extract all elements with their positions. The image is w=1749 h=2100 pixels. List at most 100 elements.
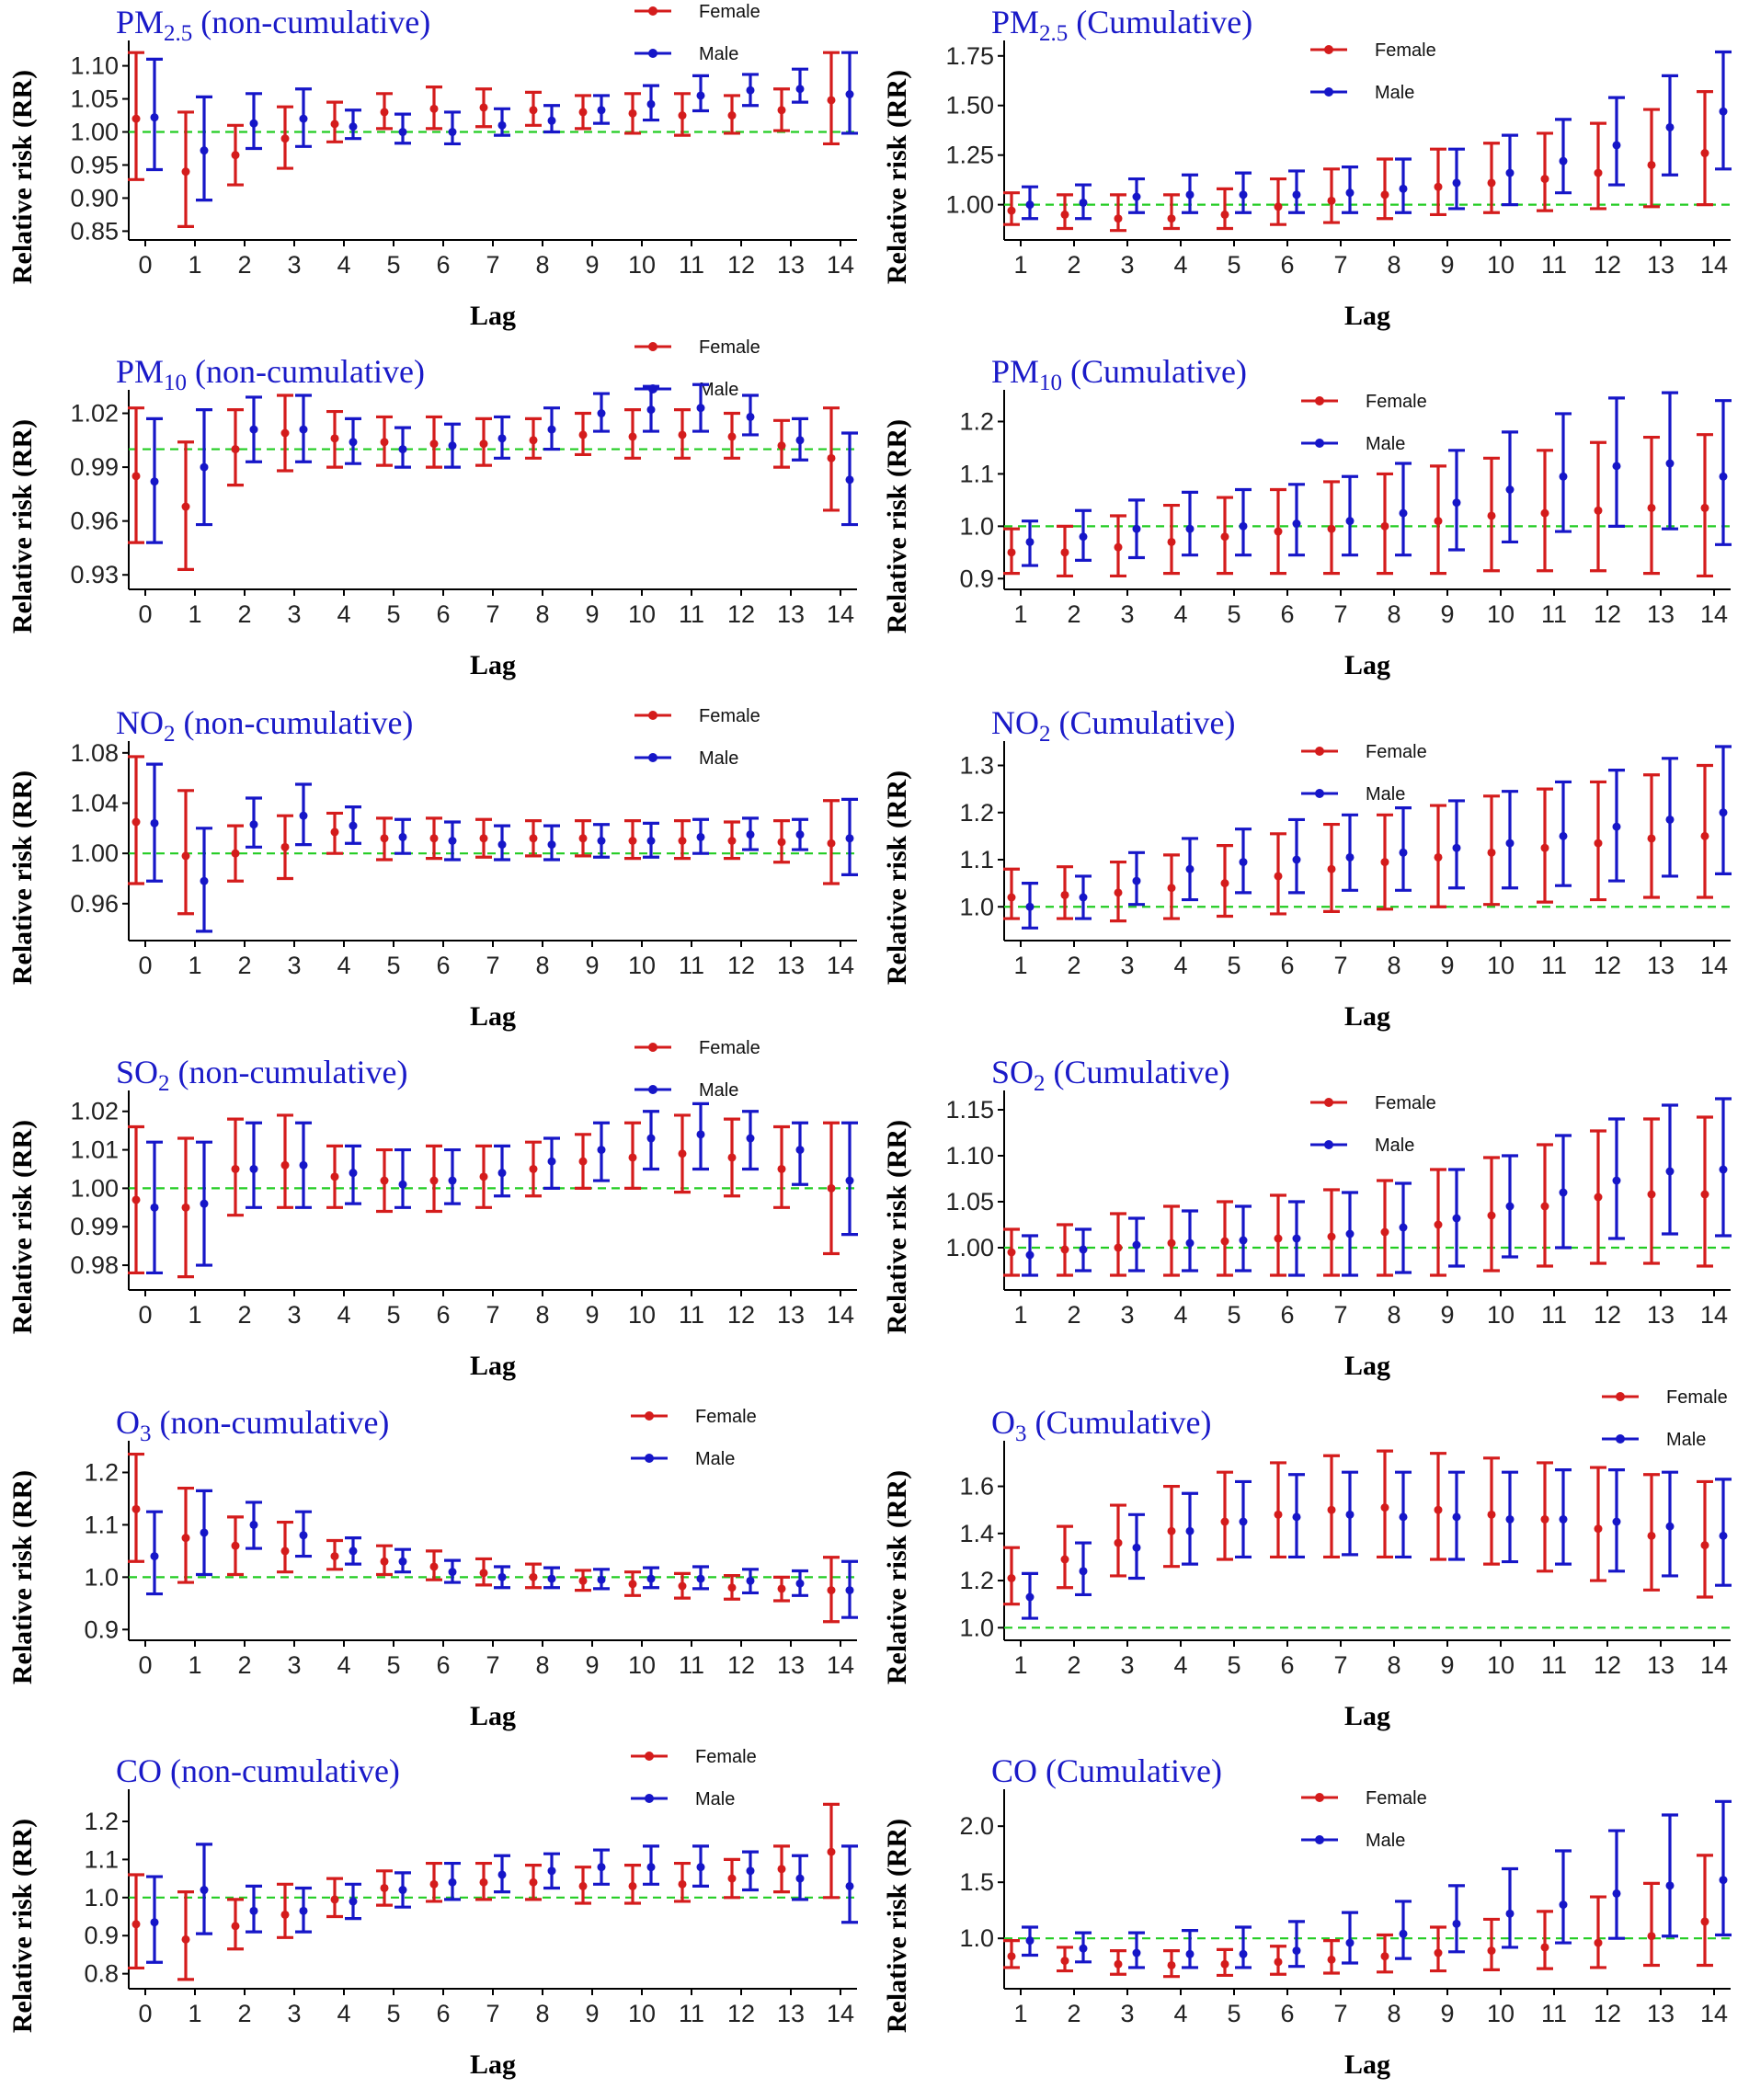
x-tick-label: 10: [628, 1301, 656, 1329]
female-estimate-point: [1114, 1959, 1123, 1969]
female-estimate-point: [1700, 503, 1709, 512]
male-estimate-point: [1559, 1514, 1568, 1524]
female-estimate-point: [1327, 1232, 1336, 1241]
female-estimate-point: [628, 1580, 637, 1589]
male-estimate-point: [696, 1130, 705, 1139]
male-estimate-point: [696, 1863, 705, 1872]
x-tick-label: 3: [1120, 1301, 1134, 1329]
y-tick-label: 1.2: [84, 1808, 119, 1835]
x-tick-label: 14: [1700, 952, 1728, 979]
male-estimate-point: [1345, 1510, 1355, 1519]
female-estimate-point: [628, 837, 637, 845]
female-estimate-point: [330, 827, 339, 837]
x-tick-label: 4: [337, 600, 350, 628]
x-tick-label: 5: [1227, 952, 1240, 979]
chart-panel-1: PM2.5 (non-cumulative) Female Male 0.85 0.90…: [7, 2, 858, 331]
male-estimate-point: [1452, 1512, 1461, 1522]
male-estimate-point: [249, 425, 258, 434]
male-estimate-point: [1399, 184, 1408, 193]
legend-female-marker: [1324, 1098, 1333, 1107]
x-tick-label: 2: [1067, 600, 1080, 628]
x-tick-label: 4: [1173, 2000, 1187, 2027]
y-tick-label: 1.10: [70, 52, 119, 80]
x-tick-label: 10: [1487, 2000, 1515, 2027]
female-estimate-point: [529, 436, 538, 445]
male-estimate-point: [1292, 519, 1301, 529]
x-tick-label: 5: [1227, 600, 1240, 628]
legend-female-label: Female: [699, 337, 760, 358]
legend-female-label: Female: [699, 706, 760, 726]
legend-female-label: Female: [695, 1407, 757, 1427]
x-tick-label: 6: [1280, 2000, 1294, 2027]
x-tick-label: 11: [679, 1651, 704, 1679]
x-tick-label: 13: [777, 2000, 805, 2027]
male-estimate-point: [1719, 472, 1728, 481]
male-estimate-point: [746, 1576, 755, 1585]
female-estimate-point: [727, 1874, 737, 1883]
male-estimate-point: [696, 404, 705, 413]
x-tick-label: 13: [777, 251, 805, 279]
male-estimate-point: [1399, 1512, 1408, 1522]
male-estimate-point: [448, 1568, 457, 1577]
x-tick-label: 8: [535, 251, 549, 279]
male-estimate-point: [349, 122, 358, 131]
female-estimate-point: [380, 438, 389, 447]
x-tick-label: 12: [727, 251, 755, 279]
female-estimate-point: [1540, 175, 1549, 184]
y-axis-label: Relative risk (RR): [7, 770, 38, 985]
male-estimate-point: [1559, 831, 1568, 840]
female-estimate-point: [479, 1569, 488, 1578]
y-tick-label: 1.50: [945, 92, 994, 120]
chart-title: O3 (Cumulative): [991, 1404, 1211, 1446]
x-tick-label: 14: [1700, 600, 1728, 628]
female-estimate-point: [1327, 196, 1336, 205]
male-estimate-point: [1665, 815, 1675, 824]
female-estimate-point: [429, 1562, 439, 1571]
male-estimate-point: [150, 1203, 159, 1212]
x-tick-label: 7: [1333, 1301, 1347, 1329]
female-estimate-point: [777, 838, 786, 847]
male-estimate-point: [746, 1134, 755, 1143]
x-tick-label: 5: [1227, 251, 1240, 279]
female-estimate-point: [1380, 1503, 1389, 1512]
x-tick-label: 14: [1700, 251, 1728, 279]
x-tick-label: 14: [827, 952, 854, 979]
y-tick-label: 0.9: [84, 1615, 119, 1643]
female-estimate-point: [1487, 1510, 1496, 1519]
male-estimate-point: [1612, 141, 1621, 150]
x-tick-label: 3: [287, 1651, 301, 1679]
female-estimate-point: [181, 1935, 190, 1944]
female-estimate-point: [181, 502, 190, 511]
legend-male-marker: [1324, 1140, 1333, 1149]
female-estimate-point: [1647, 503, 1656, 512]
y-tick-label: 1.00: [70, 1174, 119, 1202]
female-estimate-point: [380, 1176, 389, 1185]
legend-male-label: Male: [695, 1789, 735, 1809]
female-estimate-point: [578, 1881, 588, 1890]
male-estimate-point: [1505, 1909, 1515, 1918]
female-estimate-point: [1540, 1943, 1549, 1952]
x-tick-label: 10: [628, 2000, 656, 2027]
male-estimate-point: [696, 91, 705, 100]
x-tick-label: 7: [1333, 2000, 1347, 2027]
x-tick-label: 9: [1440, 1651, 1454, 1679]
x-tick-label: 10: [1487, 251, 1515, 279]
x-tick-label: 9: [1440, 1301, 1454, 1329]
female-estimate-point: [1274, 1957, 1283, 1967]
female-estimate-point: [181, 1203, 190, 1212]
male-estimate-point: [1665, 1881, 1675, 1890]
y-tick-label: 1.3: [959, 752, 994, 780]
male-estimate-point: [1665, 459, 1675, 468]
male-estimate-point: [1505, 1202, 1515, 1211]
male-estimate-point: [1345, 188, 1355, 198]
x-axis-label: Lag: [470, 1351, 516, 1381]
female-estimate-point: [280, 428, 290, 438]
male-estimate-point: [1665, 122, 1675, 131]
y-tick-label: 1.0: [959, 893, 994, 920]
x-tick-label: 1: [188, 1301, 201, 1329]
x-tick-label: 6: [1280, 251, 1294, 279]
male-estimate-point: [795, 1146, 805, 1155]
female-estimate-point: [827, 96, 836, 105]
y-axis-label: Relative risk (RR): [7, 70, 38, 284]
legend-male-marker: [648, 49, 657, 58]
